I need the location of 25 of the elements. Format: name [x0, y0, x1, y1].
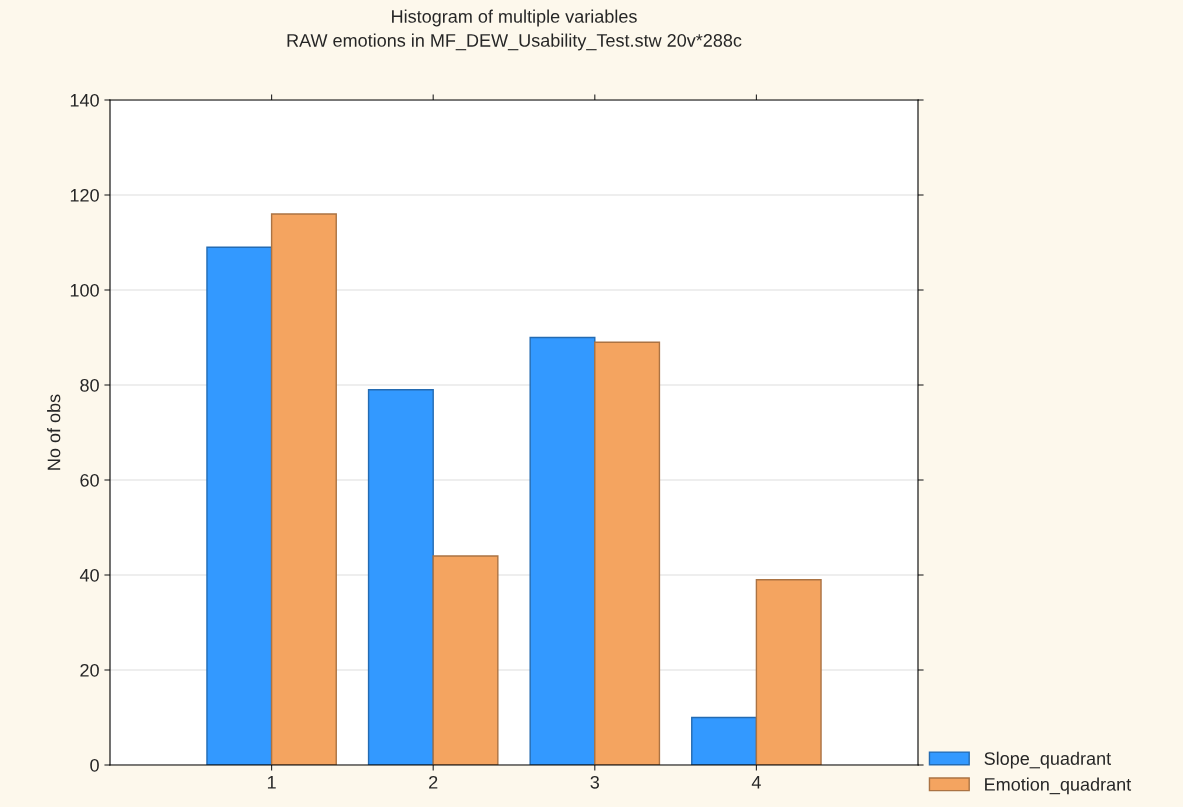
x-tick-label: 2	[429, 775, 438, 789]
x-tick-label: 1	[267, 776, 276, 789]
y-tick-label: 60	[80, 473, 99, 487]
bar	[529, 336, 596, 765]
chart-subtitle: RAW emotions in MF_DEW_Usability_Test.stw 20v*288c	[287, 33, 742, 51]
bar	[432, 555, 499, 765]
legend-label: Slope_quadrant	[984, 751, 1111, 769]
y-tick-label: 140	[70, 93, 99, 107]
y-tick-label: 120	[70, 188, 99, 202]
bar	[755, 579, 822, 765]
bar	[367, 389, 434, 765]
y-tick-label: 80	[80, 378, 99, 392]
bar	[691, 716, 758, 765]
y-tick-label: 100	[70, 283, 99, 297]
y-tick-label: 20	[80, 663, 99, 677]
x-tick-label: 4	[751, 776, 761, 789]
bar	[270, 213, 337, 765]
y-tick-label: 0	[90, 758, 99, 772]
legend-label: Emotion_quadrant	[985, 777, 1132, 795]
chart-title: Histogram of multiple variables	[392, 9, 637, 27]
bar	[206, 246, 273, 765]
x-tick-label: 3	[590, 775, 600, 789]
y-axis-title: No of obs	[47, 394, 61, 470]
y-tick-label: 40	[79, 568, 99, 582]
bar	[594, 341, 661, 765]
